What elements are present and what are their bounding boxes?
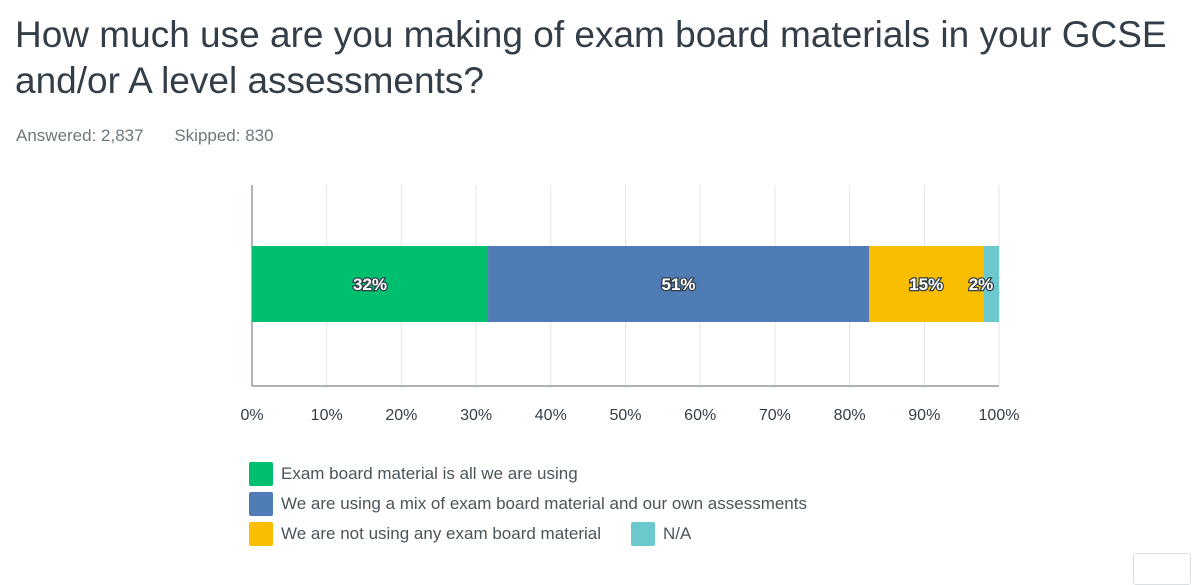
chart-legend: Exam board material is all we are using … [249,459,837,549]
x-tick-label: 90% [908,407,940,424]
x-tick-label: 10% [311,407,343,424]
data-label-0: 32% [353,275,387,294]
stacked-bar-chart: 32% 51% 15% 2% 0% 10% 20% 30% 40% 50% 60% 70% 80% 90… [240,185,1019,424]
legend-label-1: We are using a mix of exam board materia… [281,494,807,513]
bar-segment-1[interactable] [488,246,870,322]
legend-swatch-1 [249,492,273,516]
legend-label-2: We are not using any exam board material [281,524,602,543]
data-label-3: 2% [969,275,994,294]
x-tick-label: 40% [535,407,567,424]
data-labels: 32% 51% 15% 2% [352,274,995,296]
corner-control[interactable] [1133,553,1191,585]
x-tick-label: 60% [684,407,716,424]
legend-item-3: N/A [631,522,691,546]
bar-segment-2[interactable] [869,246,984,322]
response-stats: Answered: 2,837 Skipped: 830 [16,126,300,146]
x-tick-label: 100% [979,407,1020,424]
x-tick-label: 50% [609,407,641,424]
legend-label-0: Exam board material is all we are using [281,464,578,483]
x-tick-labels: 0% 10% 20% 30% 40% 50% 60% 70% 80% 90% 100% [240,407,1019,424]
bar-segments [252,246,999,322]
answered-count: Answered: 2,837 [16,126,144,145]
question-title: How much use are you making of exam boar… [15,14,1167,101]
legend-item-0: Exam board material is all we are using [249,462,578,486]
legend-label-3: N/A [663,524,692,543]
legend-swatch-3 [631,522,656,546]
data-label-2: 15% [909,275,943,294]
x-tick-label: 0% [240,407,263,424]
bar-segment-0[interactable] [252,246,489,322]
legend-swatch-2 [249,522,273,546]
data-label-1: 51% [662,275,696,294]
legend-swatch-0 [249,462,273,486]
x-tick-label: 20% [385,407,417,424]
bar-segment-3[interactable] [983,246,999,322]
x-tick-label: 70% [759,407,791,424]
legend-item-1: We are using a mix of exam board materia… [249,492,807,516]
skipped-count: Skipped: 830 [174,126,274,145]
x-tick-label: 80% [834,407,866,424]
legend-item-2: We are not using any exam board material [249,522,601,546]
x-tick-label: 30% [460,407,492,424]
